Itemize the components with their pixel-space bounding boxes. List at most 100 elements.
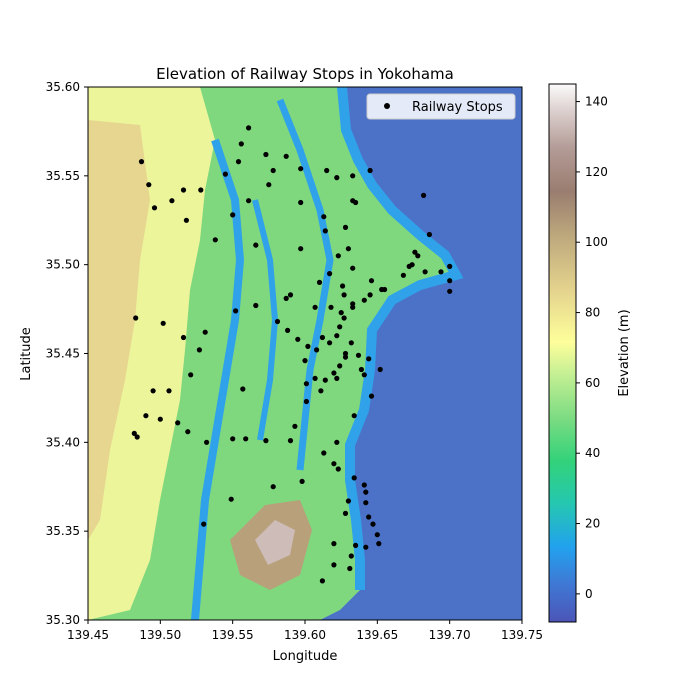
railway-stop-point [412, 249, 418, 255]
y-tick-label: 35.40 [46, 435, 80, 449]
x-tick-label: 139.60 [284, 628, 326, 642]
railway-stop-point [400, 272, 406, 278]
railway-stop-point [287, 292, 294, 298]
x-tick-label: 139.50 [139, 628, 181, 642]
railway-stop-point [238, 141, 244, 147]
railway-stop-point [319, 578, 325, 584]
railway-stop-point [263, 438, 269, 444]
railway-stop-point [201, 521, 207, 527]
railway-stop-point [299, 478, 305, 484]
railway-stop-point [312, 375, 318, 381]
railway-stop-point [421, 192, 427, 198]
railway-stop-point [295, 336, 301, 342]
railway-stop-point [350, 265, 356, 271]
railway-stop-point [335, 466, 341, 472]
y-tick-label: 35.30 [46, 613, 80, 627]
railway-stop-point [327, 340, 333, 346]
railway-stop-point [198, 187, 204, 193]
railway-stop-point [338, 310, 344, 316]
railway-stop-point [324, 167, 330, 174]
railway-stop-point [340, 283, 346, 289]
railway-stop-point [345, 498, 351, 504]
railway-stop-point [415, 253, 421, 259]
elevation-map [88, 87, 522, 620]
railway-stop-point [342, 224, 349, 230]
railway-stop-point [345, 246, 351, 252]
railway-stop-point [370, 521, 376, 527]
railway-stop-point [230, 212, 236, 218]
railway-stop-point [175, 420, 181, 426]
y-tick-label: 35.60 [46, 80, 80, 94]
railway-stop-point [253, 302, 259, 309]
railway-stop-point [160, 320, 166, 326]
railway-stop-point [270, 484, 276, 490]
railway-stop-point [422, 269, 428, 275]
railway-stop-point [298, 199, 304, 206]
railway-stop-point [298, 166, 304, 172]
railway-stop-point [322, 228, 328, 234]
y-tick-label: 35.45 [46, 347, 80, 361]
y-tick-label: 35.55 [46, 169, 80, 183]
railway-stop-point [180, 187, 187, 193]
x-axis-ticks: 139.45 139.50 139.55 139.60 139.65 139.70 139.… [67, 620, 543, 642]
y-axis-ticks: 35.30 35.35 35.40 35.45 35.50 35.55 35.60 [46, 80, 88, 627]
railway-stop-point [366, 356, 372, 362]
railway-stop-point [348, 340, 354, 346]
railway-stop-point [406, 263, 412, 269]
railway-stop-point [328, 304, 334, 310]
x-tick-label: 139.75 [501, 628, 543, 642]
colorbar-tick-label: 60 [585, 376, 600, 390]
railway-stop-point [166, 388, 172, 394]
railway-stop-point [363, 489, 369, 495]
railway-stop-point [322, 377, 328, 383]
chart-title: Elevation of Railway Stops in Yokohama [156, 65, 454, 83]
x-tick-label: 139.65 [356, 628, 398, 642]
railway-stop-point [314, 347, 320, 353]
railway-stop-point [312, 304, 318, 310]
railway-stop-point [426, 231, 432, 238]
railway-stop-point [188, 372, 194, 378]
railway-stop-point [303, 381, 309, 387]
railway-stop-point [438, 269, 444, 275]
legend-box [366, 93, 516, 120]
valley-2 [276, 98, 334, 471]
colorbar-tick-label: 40 [585, 446, 600, 460]
railway-stop-point [204, 439, 210, 445]
railway-stop-point [143, 413, 149, 419]
railway-stop-point [150, 388, 156, 394]
railway-stop-point [287, 438, 294, 444]
railway-stop-point [235, 159, 242, 165]
railway-stop-point [331, 461, 337, 467]
colorbar-tick-label: 120 [585, 165, 608, 179]
railway-stop-point [151, 205, 158, 211]
railway-stop-point [263, 151, 269, 158]
hills-south-peak [255, 520, 295, 565]
railway-stop-point [355, 352, 362, 358]
railway-stop-point [292, 423, 298, 429]
railway-stop-point [327, 271, 333, 277]
colorbar-tick-label: 100 [585, 235, 608, 249]
railway-stop-point [376, 541, 382, 547]
railway-stop-point [243, 436, 249, 442]
railway-stop-point [240, 386, 246, 392]
railway-stop-point [334, 175, 340, 181]
coast-lowland [337, 87, 464, 590]
railway-stop-point [447, 263, 453, 269]
railway-stop-point [337, 363, 343, 369]
railway-stop-point [347, 565, 353, 572]
railway-stop-point [318, 388, 324, 394]
railway-stop-point [367, 292, 373, 298]
x-axis-label: Longitude [273, 649, 338, 664]
railway-stop-point [266, 182, 272, 188]
railway-stop-point [212, 237, 218, 243]
railway-stop-point [285, 327, 291, 333]
colorbar-tick-label: 80 [585, 306, 600, 320]
railway-stop-point [447, 288, 453, 294]
colorbar: 0 20 40 60 80 100 120 140 Elevation (m) [548, 83, 632, 623]
railway-stop-point [361, 297, 367, 303]
railway-stop-point [274, 318, 281, 325]
railway-stop-point [298, 246, 304, 252]
railway-stop-point [305, 343, 311, 349]
railway-stop-point [196, 347, 202, 353]
